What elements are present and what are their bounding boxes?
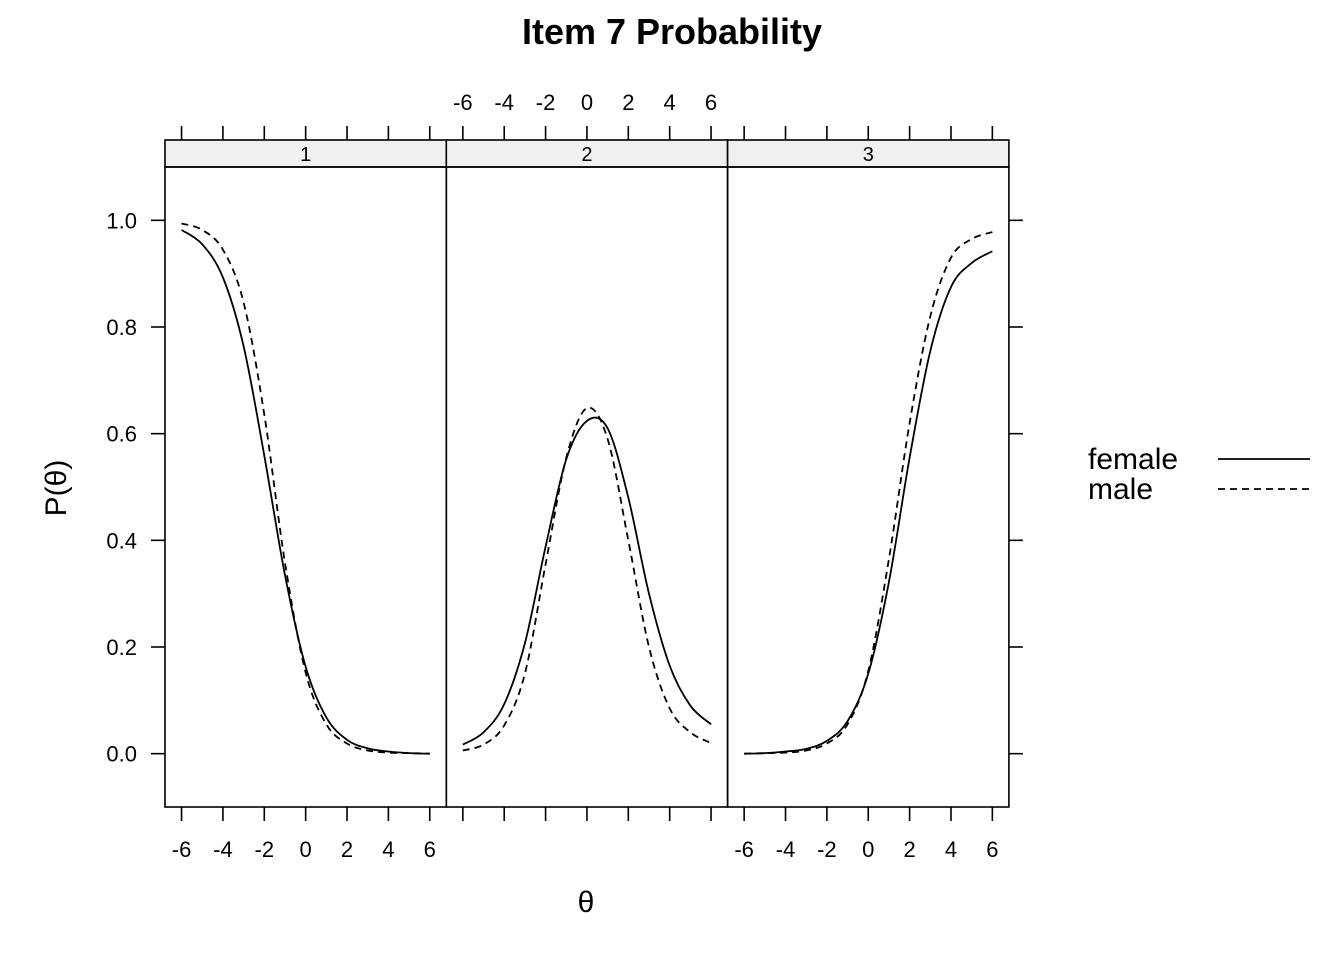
- x-tick-label: -2: [255, 837, 275, 862]
- axes: -6 -4 -2 0 2 4 6 -6 -4 -2 0 2 4 6 -6 -4 -2 0 2 4 6 0.0 0.2 0.4 0…: [106, 90, 1023, 862]
- y-tick-label: 1.0: [106, 208, 137, 233]
- panel-frame: [445, 166, 729, 808]
- x-tick-label: -6: [172, 837, 192, 862]
- y-tick-label: 0.0: [106, 742, 137, 767]
- x-tick-label: -4: [213, 837, 233, 862]
- y-tick-label: 0.6: [106, 422, 137, 447]
- panel-strip: [164, 139, 448, 168]
- series-line-female: [462, 416, 712, 746]
- panel-frame: [164, 166, 448, 808]
- panel-1: 1: [164, 139, 448, 808]
- x-tick-label: 0: [300, 837, 312, 862]
- y-tick-label: 0.2: [106, 635, 137, 660]
- x-tick-label: 4: [382, 837, 394, 862]
- panel-strip: [445, 139, 729, 168]
- panel-3: 3: [726, 139, 1010, 808]
- x-tick-label: -2: [536, 90, 556, 115]
- panels: 1 2 3: [164, 139, 1010, 808]
- y-axis-title: P(θ): [40, 460, 73, 517]
- x-tick-label: 6: [424, 837, 436, 862]
- series-line-male: [462, 406, 712, 752]
- x-tick-label: 2: [341, 837, 353, 862]
- y-tick-label: 0.8: [106, 315, 137, 340]
- x-tick-label: -2: [817, 837, 837, 862]
- x-tick-label: 6: [986, 837, 998, 862]
- chart-title: Item 7 Probability: [522, 11, 822, 52]
- y-tick-label: 0.4: [106, 528, 137, 553]
- series-line-male: [181, 222, 430, 755]
- panel-strip-label: 1: [300, 144, 311, 166]
- x-tick-label: -4: [776, 837, 796, 862]
- x-tick-label: 2: [903, 837, 915, 862]
- series-line-female: [744, 250, 993, 755]
- series-line-male: [744, 231, 993, 755]
- x-tick-label: 6: [705, 90, 717, 115]
- legend-label-male: male: [1088, 473, 1153, 506]
- x-axis-title: θ: [578, 886, 595, 919]
- panel-2: 2: [445, 139, 729, 808]
- panel-frame: [726, 166, 1010, 808]
- x-tick-label: -6: [734, 837, 754, 862]
- legend-label-female: female: [1088, 443, 1178, 476]
- series-line-female: [181, 229, 430, 755]
- x-tick-label: 4: [945, 837, 957, 862]
- panel-strip-label: 2: [581, 144, 592, 166]
- x-tick-label: 4: [664, 90, 676, 115]
- x-tick-label: -4: [494, 90, 514, 115]
- panel-strip-label: 3: [863, 144, 874, 166]
- x-tick-label: 0: [862, 837, 874, 862]
- x-tick-label: -6: [453, 90, 473, 115]
- x-tick-label: 2: [622, 90, 634, 115]
- x-tick-label: 0: [581, 90, 593, 115]
